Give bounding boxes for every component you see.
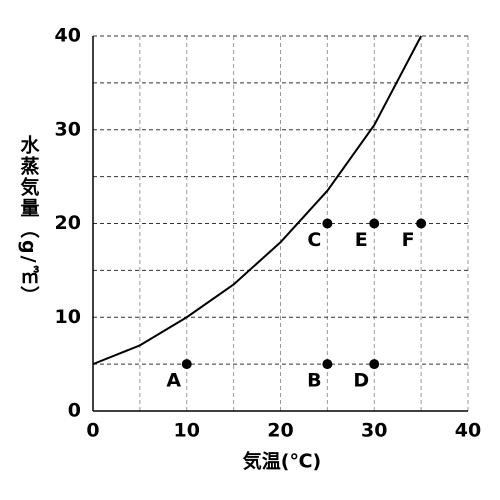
- point: [369, 359, 380, 370]
- x-tick-label: 30: [361, 420, 387, 442]
- point-label: C: [307, 229, 321, 251]
- x-tick-label: 10: [174, 420, 200, 442]
- y-axis-label: 水蒸気量（g/㎥）: [18, 135, 40, 307]
- point-label: B: [307, 370, 321, 392]
- x-tick-label: 0: [86, 420, 99, 442]
- y-tick-label: 10: [55, 306, 81, 328]
- x-tick-label: 20: [267, 420, 293, 442]
- x-axis-label: 気温(℃): [243, 450, 321, 473]
- point: [322, 218, 333, 229]
- point: [369, 218, 380, 229]
- x-tick-label: 40: [455, 420, 481, 442]
- point: [416, 218, 427, 229]
- point-label: E: [355, 229, 368, 251]
- curve: [92, 35, 423, 366]
- point-label: F: [402, 229, 415, 251]
- y-tick-label: 20: [55, 212, 81, 234]
- y-tick-label: 0: [68, 400, 81, 422]
- y-tick-label: 40: [55, 25, 81, 47]
- y-tick-label: 30: [55, 118, 81, 140]
- point-label: D: [353, 370, 369, 392]
- point: [322, 359, 333, 370]
- point: [181, 359, 192, 370]
- point-label: A: [166, 370, 181, 392]
